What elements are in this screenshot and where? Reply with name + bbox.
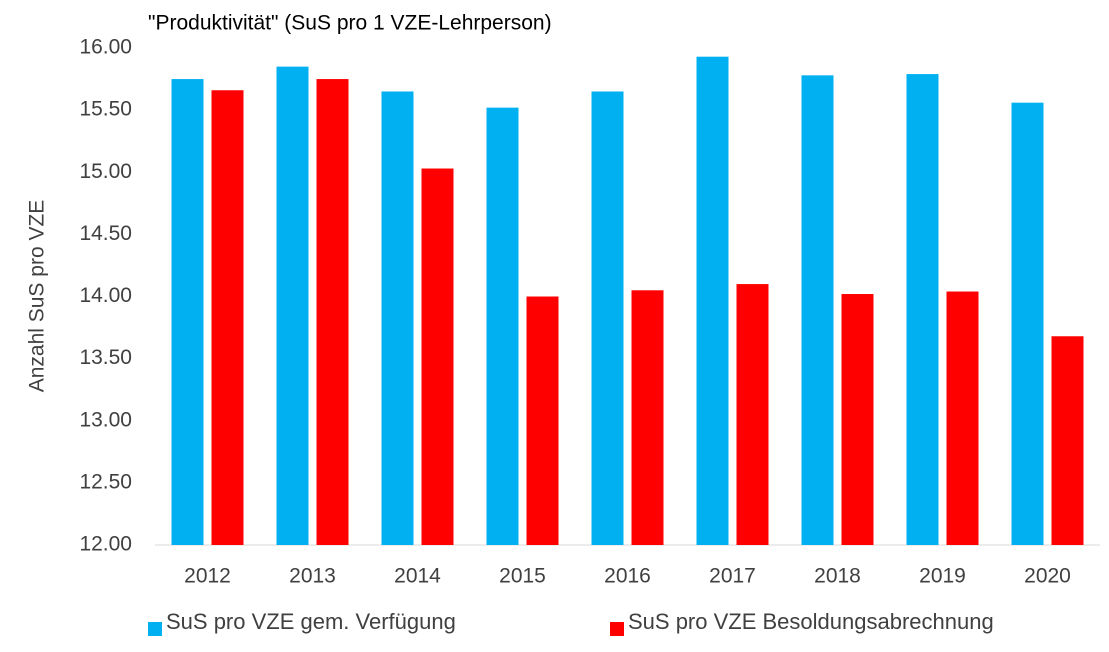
bar (1011, 102, 1044, 546)
y-tick-label: 15.00 (79, 160, 132, 183)
x-tick-label: 2017 (709, 565, 756, 588)
x-tick-label: 2015 (499, 565, 546, 588)
legend-swatch (148, 622, 162, 636)
bar (171, 79, 204, 545)
bar (841, 294, 874, 545)
y-axis-label: Anzahl SuS pro VZE (26, 200, 49, 393)
y-tick-label: 16.00 (79, 36, 132, 59)
bar (906, 74, 939, 545)
bar (946, 291, 979, 545)
y-tick-label: 12.50 (79, 470, 132, 493)
x-tick-label: 2016 (604, 565, 651, 588)
y-tick-label: 12.00 (79, 533, 132, 556)
bar (631, 290, 664, 545)
bar (421, 168, 454, 545)
x-tick-label: 2018 (814, 565, 861, 588)
y-tick-label: 15.50 (79, 98, 132, 121)
x-tick-label: 2012 (184, 565, 231, 588)
chart-title: "Produktivität" (SuS pro 1 VZE-Lehrperso… (148, 12, 552, 35)
legend-swatch (610, 622, 624, 636)
x-tick-label: 2020 (1024, 565, 1071, 588)
x-tick-label: 2014 (394, 565, 441, 588)
bar (591, 91, 624, 546)
legend-label: SuS pro VZE Besoldungsabrechnung (628, 609, 994, 634)
y-tick-label: 14.50 (79, 222, 132, 245)
bar (211, 90, 244, 546)
y-tick-label: 13.50 (79, 346, 132, 369)
legend-label: SuS pro VZE gem. Verfügung (166, 609, 456, 634)
bar (381, 91, 414, 546)
bar (486, 107, 519, 545)
bar (316, 79, 349, 545)
y-tick-label: 14.00 (79, 284, 132, 307)
bar (1051, 336, 1084, 545)
bar (276, 66, 309, 545)
bar (696, 56, 729, 545)
x-tick-label: 2019 (919, 565, 966, 588)
y-tick-label: 13.00 (79, 408, 132, 431)
bar (736, 284, 769, 545)
x-tick-label: 2013 (289, 565, 336, 588)
bar (801, 75, 834, 546)
bar (526, 296, 559, 545)
